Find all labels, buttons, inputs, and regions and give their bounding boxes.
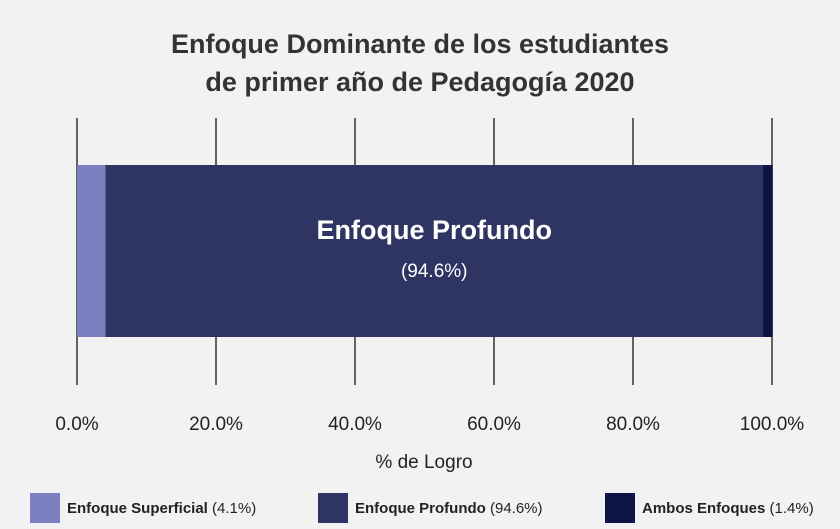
legend-swatch xyxy=(30,493,60,523)
legend-name: Enfoque Profundo xyxy=(355,500,486,517)
legend-label: Enfoque Profundo (94.6%) xyxy=(355,500,543,517)
segment-value-label: (94.6%) xyxy=(401,261,468,282)
x-axis-label: % de Logro xyxy=(375,452,472,473)
legend-label: Ambos Enfoques (1.4%) xyxy=(642,500,814,517)
legend-value: (1.4%) xyxy=(770,500,814,517)
segment-label: Enfoque Profundo xyxy=(316,215,551,245)
legend-value: (94.6%) xyxy=(490,500,543,517)
bar-segment xyxy=(77,165,106,337)
x-tick-label: 20.0% xyxy=(189,414,243,435)
x-tick-label: 60.0% xyxy=(467,414,521,435)
legend-value: (4.1%) xyxy=(212,500,256,517)
chart-title: Enfoque Dominante de los estudiantes xyxy=(171,29,669,59)
legend-swatch xyxy=(605,493,635,523)
x-tick-label: 40.0% xyxy=(328,414,382,435)
legend-label: Enfoque Superficial (4.1%) xyxy=(67,500,256,517)
chart-title: de primer año de Pedagogía 2020 xyxy=(205,67,634,97)
bar-segment xyxy=(105,165,763,337)
legend-swatch xyxy=(318,493,348,523)
legend-name: Ambos Enfoques xyxy=(642,500,765,517)
legend-name: Enfoque Superficial xyxy=(67,500,208,517)
x-tick-label: 100.0% xyxy=(740,414,805,435)
x-tick-label: 80.0% xyxy=(606,414,660,435)
bar-segment xyxy=(762,165,773,337)
x-tick-label: 0.0% xyxy=(55,414,98,435)
